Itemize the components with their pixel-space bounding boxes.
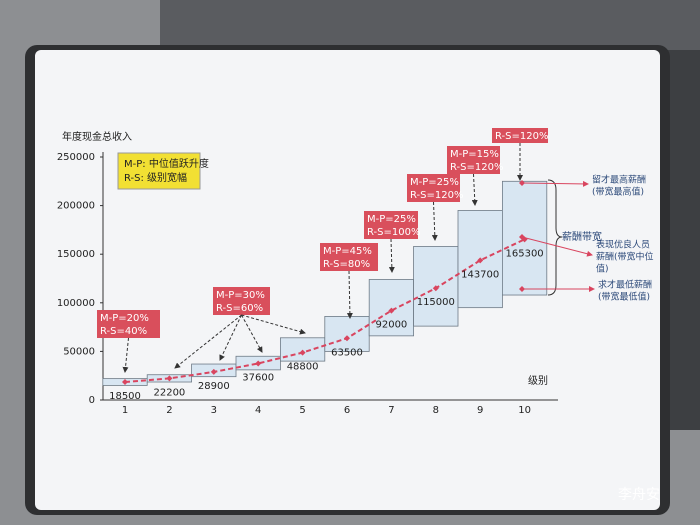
- value-label: 48800: [287, 362, 319, 373]
- x-tick-label: 10: [518, 405, 531, 416]
- watermark: 李舟安: [618, 487, 660, 503]
- value-label: 165300: [506, 248, 544, 259]
- callout-text: R-S=120%: [450, 162, 503, 173]
- callout-text: M-P=45%: [323, 246, 372, 257]
- callout-arrow: [388, 238, 395, 273]
- callout-arrow: [122, 337, 129, 373]
- y-tick-label: 200000: [57, 201, 95, 212]
- midpoint-marker: [299, 349, 306, 356]
- callout-box: [320, 243, 378, 271]
- callout-text: M-P=25%: [367, 214, 416, 225]
- y-tick-label: 0: [89, 395, 95, 406]
- label-arrow: [521, 180, 589, 187]
- value-label: 143700: [461, 269, 499, 280]
- callout-text: M-P=25%: [410, 177, 459, 188]
- callout-arrow: [346, 270, 353, 319]
- value-label: 115000: [417, 297, 455, 308]
- x-tick-label: 5: [299, 405, 305, 416]
- callout: M-P=15% R-S=120%: [447, 146, 503, 206]
- right-label: 表现优良人员: [596, 239, 650, 251]
- callout-text: R-S=80%: [323, 259, 370, 270]
- right-label: (带宽最高值): [592, 186, 644, 198]
- x-tick-label: 8: [433, 405, 439, 416]
- midpoint-marker: [432, 285, 439, 292]
- callout-text: R-S=120%: [410, 190, 463, 201]
- right-label: 留才最高薪酬: [592, 174, 646, 186]
- x-tick-label: 7: [388, 405, 394, 416]
- y-tick-label: 100000: [57, 298, 95, 309]
- x-axis-title: 级别: [528, 375, 548, 387]
- x-tick-label: 9: [477, 405, 483, 416]
- right-label: (带宽最低值): [598, 291, 650, 303]
- callout: M-P=45% R-S=80%: [320, 243, 378, 319]
- paper: [35, 50, 660, 510]
- callout-text: M-P=20%: [100, 313, 149, 324]
- callout-arrow: [241, 314, 306, 335]
- callout-text: R-S=100%: [367, 227, 420, 238]
- callout: M-P=25% R-S=100%: [364, 211, 420, 273]
- x-tick-label: 1: [122, 405, 128, 416]
- x-tick-label: 4: [255, 405, 261, 416]
- callout: M-P=30% R-S=60%: [174, 287, 306, 369]
- callout-arrow: [219, 314, 242, 361]
- right-label: 值): [596, 263, 609, 275]
- callout-box: [492, 128, 548, 143]
- label-arrow: [521, 236, 593, 257]
- midpoint-marker: [166, 375, 173, 382]
- callout-text: M-P=15%: [450, 149, 499, 160]
- x-tick-label: 6: [344, 405, 350, 416]
- callout: R-S=120%: [492, 128, 548, 181]
- midpoint-marker: [477, 257, 484, 264]
- callout-text: R-S=40%: [100, 326, 147, 337]
- callout-arrow: [431, 201, 438, 241]
- y-tick-label: 250000: [57, 152, 95, 163]
- midpoint-marker: [122, 379, 128, 386]
- y-tick-label: 50000: [63, 346, 95, 357]
- legend-box: [117, 152, 201, 190]
- midpoint-marker: [210, 368, 217, 375]
- range-box: [324, 316, 370, 352]
- callout: M-P=20% R-S=40%: [97, 310, 160, 373]
- right-label: 薪酬(带宽中位: [596, 251, 654, 263]
- callout-box: [447, 146, 500, 174]
- midpoint-marker: [344, 335, 350, 342]
- value-label: 37600: [242, 372, 274, 383]
- value-label: 63500: [331, 347, 363, 358]
- x-tick-label: 3: [211, 405, 217, 416]
- x-tick-label: 2: [166, 405, 172, 416]
- callout-text: R-S=60%: [216, 303, 263, 314]
- range-box: [279, 337, 326, 362]
- value-label: 18500: [109, 391, 141, 402]
- value-label: 22200: [153, 387, 185, 398]
- right-label: 求才最低薪酬: [598, 279, 652, 291]
- midpoint-marker: [255, 360, 262, 367]
- callout-text: M-P=30%: [216, 290, 265, 301]
- callout-arrow: [471, 173, 478, 206]
- callout-text: R-S=120%: [495, 131, 548, 142]
- legend-line: R-S: 级别宽幅: [124, 171, 187, 184]
- bracket-label: 薪酬带宽: [562, 230, 602, 243]
- callout-arrow: [174, 314, 242, 369]
- midpoint-marker: [388, 307, 395, 314]
- callout: M-P=25% R-S=120%: [407, 174, 463, 241]
- y-axis-title: 年度现金总收入: [62, 130, 132, 143]
- callout-box: [213, 287, 270, 315]
- value-label: 92000: [375, 320, 407, 331]
- value-label: 28900: [198, 381, 230, 392]
- callout-box: [407, 174, 460, 202]
- callout-box: [97, 310, 160, 338]
- callout-arrow: [241, 314, 263, 353]
- y-tick-label: 150000: [57, 249, 95, 260]
- midpoint-line: [124, 238, 526, 384]
- callout-box: [364, 211, 418, 239]
- legend-line: M-P: 中位值跃升度: [124, 157, 209, 170]
